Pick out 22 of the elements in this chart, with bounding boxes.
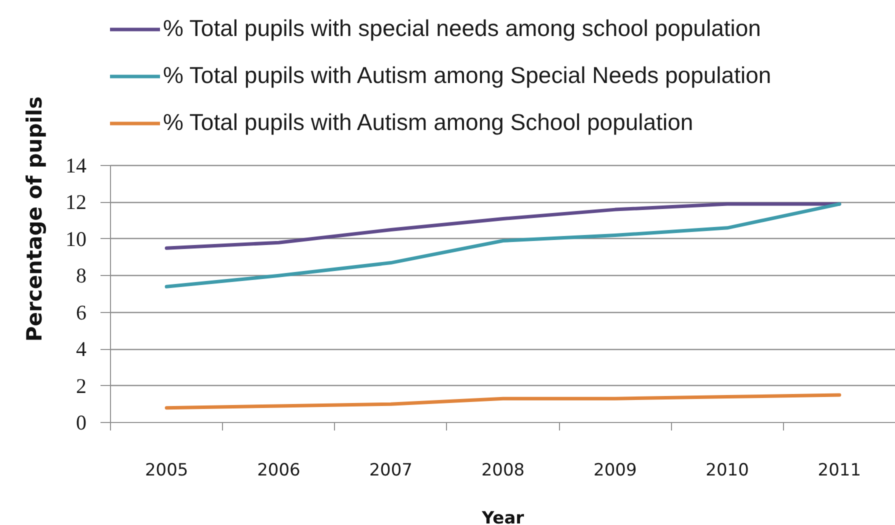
x-tick-label: 2010	[706, 460, 749, 480]
line-series	[164, 202, 842, 288]
y-tick-label: 6	[76, 300, 86, 324]
y-axis-title: Percentage of pupils	[22, 96, 46, 342]
y-tick-label: 10	[66, 226, 86, 251]
y-tick-label: 0	[76, 410, 86, 434]
legend-label: % Total pupils with Autism among Special Needs population	[163, 62, 772, 89]
y-tick-label: 8	[76, 264, 86, 288]
y-tick-label: 14	[66, 154, 87, 178]
y-tick-label: 2	[76, 374, 86, 398]
x-tick-label: 2011	[818, 460, 862, 480]
x-tick-label: 2009	[594, 460, 637, 480]
legend-label: % Total pupils with special needs among school population	[163, 15, 761, 42]
y-tick-label: 12	[66, 190, 86, 214]
x-tick-label: 2008	[481, 460, 525, 480]
legend-label: % Total pupils with Autism among School population	[163, 109, 694, 136]
y-tick-label: 4	[76, 337, 87, 362]
x-tick-label: 2006	[257, 460, 300, 480]
x-axis-title: Year	[480, 508, 525, 525]
line-series	[164, 393, 842, 410]
x-tick-label: 2007	[369, 460, 412, 480]
x-tick-label: 2005	[144, 460, 188, 480]
